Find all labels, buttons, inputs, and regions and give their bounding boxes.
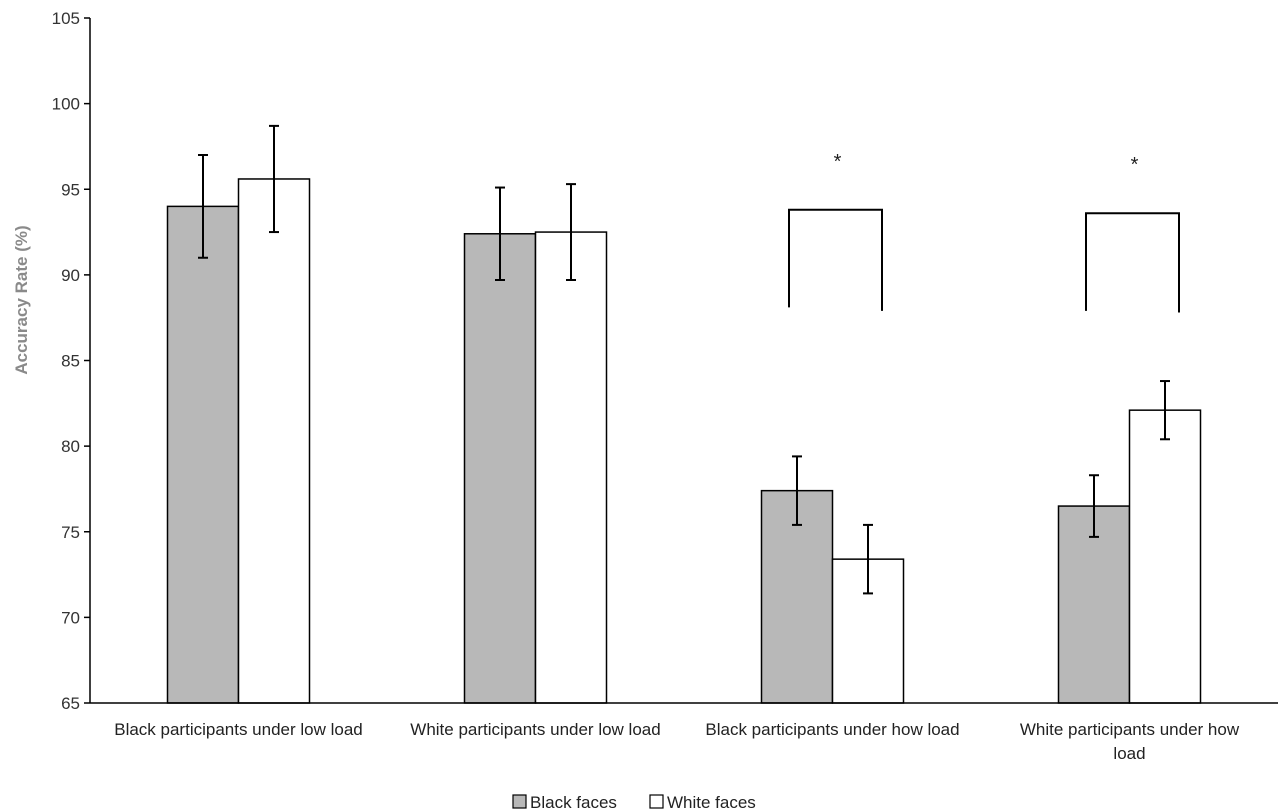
- legend: Black faces White faces: [512, 793, 756, 812]
- y-tick-label: 85: [61, 352, 80, 371]
- axes: [89, 18, 1278, 704]
- significance-bracket: [1085, 212, 1180, 313]
- legend-label: White faces: [667, 793, 756, 812]
- y-tick-label: 90: [61, 266, 80, 285]
- y-tick-label: 80: [61, 437, 80, 456]
- bar-black-faces: [166, 205, 240, 704]
- significance-asterisk: *: [834, 151, 842, 173]
- bars: [166, 178, 1202, 704]
- bar-white-faces: [237, 178, 311, 704]
- y-tick-label: 65: [61, 694, 80, 713]
- error-bars: [198, 124, 1170, 595]
- legend-swatch: [512, 794, 527, 809]
- significance-asterisk: *: [1131, 154, 1139, 176]
- bar-white-faces: [1128, 409, 1202, 704]
- x-category-label: Black participants under low load: [114, 720, 363, 739]
- x-category-label: White participants under how: [1020, 720, 1240, 739]
- y-tick-label: 75: [61, 523, 80, 542]
- y-axis-label: Accuracy Rate (%): [12, 225, 31, 374]
- legend-swatch: [649, 794, 664, 809]
- x-category-label: load: [1113, 744, 1145, 763]
- significance-markers: * *: [788, 151, 1180, 313]
- y-tick-label: 95: [61, 180, 80, 199]
- x-category-label: Black participants under how load: [705, 720, 959, 739]
- y-tick-label: 105: [52, 9, 80, 28]
- significance-bracket: [788, 208, 883, 311]
- legend-label: Black faces: [530, 793, 617, 812]
- bar-white-faces: [534, 231, 608, 704]
- y-axis-ticks: 65 70 75 80 85 90 95 100 105: [52, 9, 90, 713]
- x-category-label: White participants under low load: [410, 720, 660, 739]
- y-tick-label: 100: [52, 95, 80, 114]
- y-tick-label: 70: [61, 608, 80, 627]
- category-labels: Black participants under low load White p…: [114, 720, 1240, 763]
- bar-black-faces: [463, 233, 537, 704]
